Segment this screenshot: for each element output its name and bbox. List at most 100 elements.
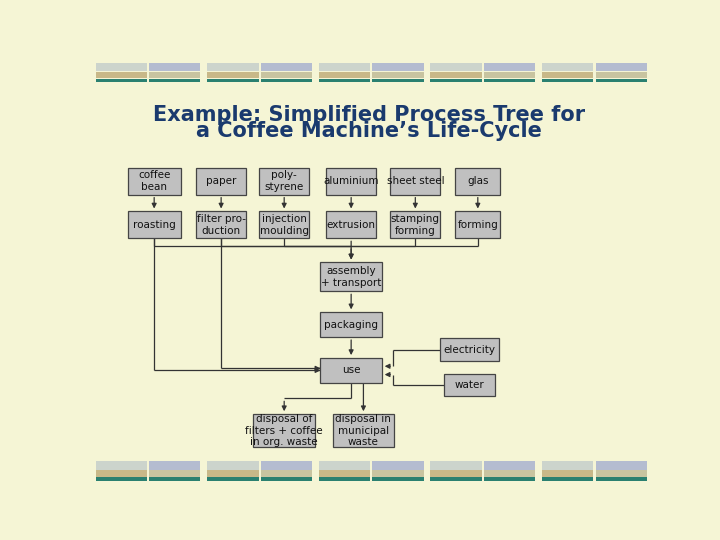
- Bar: [319, 63, 370, 71]
- Bar: [326, 168, 377, 195]
- Bar: [372, 63, 423, 71]
- Bar: [207, 72, 258, 78]
- Text: disposal of
filters + coffee
in org. waste: disposal of filters + coffee in org. was…: [246, 414, 323, 447]
- Text: disposal in
municipal
waste: disposal in municipal waste: [336, 414, 392, 447]
- Bar: [207, 79, 258, 82]
- Bar: [149, 72, 200, 78]
- Bar: [319, 470, 370, 477]
- Bar: [207, 63, 258, 71]
- Bar: [319, 79, 370, 82]
- Bar: [196, 168, 246, 195]
- Bar: [96, 470, 147, 477]
- Bar: [326, 211, 377, 238]
- Text: poly-
styrene: poly- styrene: [264, 171, 304, 192]
- Bar: [542, 72, 593, 78]
- Bar: [96, 79, 147, 82]
- Bar: [261, 63, 312, 71]
- Text: aluminium: aluminium: [323, 176, 379, 186]
- Text: coffee
bean: coffee bean: [138, 171, 171, 192]
- Bar: [372, 461, 423, 470]
- Bar: [261, 461, 312, 470]
- Bar: [319, 477, 370, 481]
- Text: paper: paper: [206, 176, 236, 186]
- Text: roasting: roasting: [132, 220, 176, 230]
- Bar: [431, 461, 482, 470]
- Bar: [261, 470, 312, 477]
- Bar: [372, 470, 423, 477]
- Text: packaging: packaging: [324, 320, 378, 330]
- Bar: [595, 79, 647, 82]
- Bar: [372, 477, 423, 481]
- Bar: [261, 477, 312, 481]
- Text: use: use: [342, 366, 361, 375]
- Bar: [542, 470, 593, 477]
- Bar: [456, 168, 500, 195]
- Bar: [484, 461, 535, 470]
- Bar: [96, 461, 147, 470]
- Bar: [484, 477, 535, 481]
- Text: sheet steel: sheet steel: [387, 176, 444, 186]
- Bar: [196, 211, 246, 238]
- Bar: [372, 79, 423, 82]
- Text: electricity: electricity: [444, 345, 495, 355]
- Bar: [261, 72, 312, 78]
- Bar: [456, 211, 500, 238]
- Bar: [207, 470, 258, 477]
- Bar: [259, 211, 310, 238]
- Text: injection
moulding: injection moulding: [260, 214, 309, 235]
- Bar: [149, 470, 200, 477]
- Text: forming: forming: [457, 220, 498, 230]
- Bar: [431, 470, 482, 477]
- Bar: [431, 477, 482, 481]
- Bar: [431, 63, 482, 71]
- Bar: [319, 461, 370, 470]
- Text: assembly
+ transport: assembly + transport: [321, 266, 382, 288]
- Bar: [96, 72, 147, 78]
- Bar: [542, 461, 593, 470]
- Bar: [440, 338, 499, 361]
- Bar: [320, 262, 382, 292]
- Bar: [333, 414, 394, 447]
- Bar: [320, 358, 382, 383]
- Text: stamping
forming: stamping forming: [391, 214, 440, 235]
- Bar: [259, 168, 310, 195]
- Bar: [127, 168, 181, 195]
- Bar: [444, 374, 495, 396]
- Bar: [595, 63, 647, 71]
- Bar: [149, 63, 200, 71]
- Bar: [595, 477, 647, 481]
- Text: glas: glas: [467, 176, 489, 186]
- Bar: [320, 312, 382, 337]
- Bar: [431, 79, 482, 82]
- Bar: [261, 79, 312, 82]
- Text: Example: Simplified Process Tree for: Example: Simplified Process Tree for: [153, 105, 585, 125]
- Text: water: water: [454, 380, 485, 390]
- Bar: [484, 72, 535, 78]
- Text: filter pro-
duction: filter pro- duction: [197, 214, 246, 235]
- Bar: [149, 477, 200, 481]
- Bar: [253, 414, 315, 447]
- Bar: [595, 470, 647, 477]
- Bar: [149, 461, 200, 470]
- Text: a Coffee Machine’s Life-Cycle: a Coffee Machine’s Life-Cycle: [196, 122, 542, 141]
- Bar: [484, 470, 535, 477]
- Bar: [96, 63, 147, 71]
- Bar: [390, 168, 441, 195]
- Bar: [207, 461, 258, 470]
- Bar: [542, 63, 593, 71]
- Bar: [595, 461, 647, 470]
- Bar: [372, 72, 423, 78]
- Bar: [207, 477, 258, 481]
- Text: extrusion: extrusion: [327, 220, 376, 230]
- Bar: [542, 79, 593, 82]
- Bar: [542, 477, 593, 481]
- Bar: [484, 79, 535, 82]
- Bar: [127, 211, 181, 238]
- Bar: [595, 72, 647, 78]
- Bar: [390, 211, 441, 238]
- Bar: [96, 477, 147, 481]
- Bar: [431, 72, 482, 78]
- Bar: [484, 63, 535, 71]
- Bar: [149, 79, 200, 82]
- Bar: [319, 72, 370, 78]
